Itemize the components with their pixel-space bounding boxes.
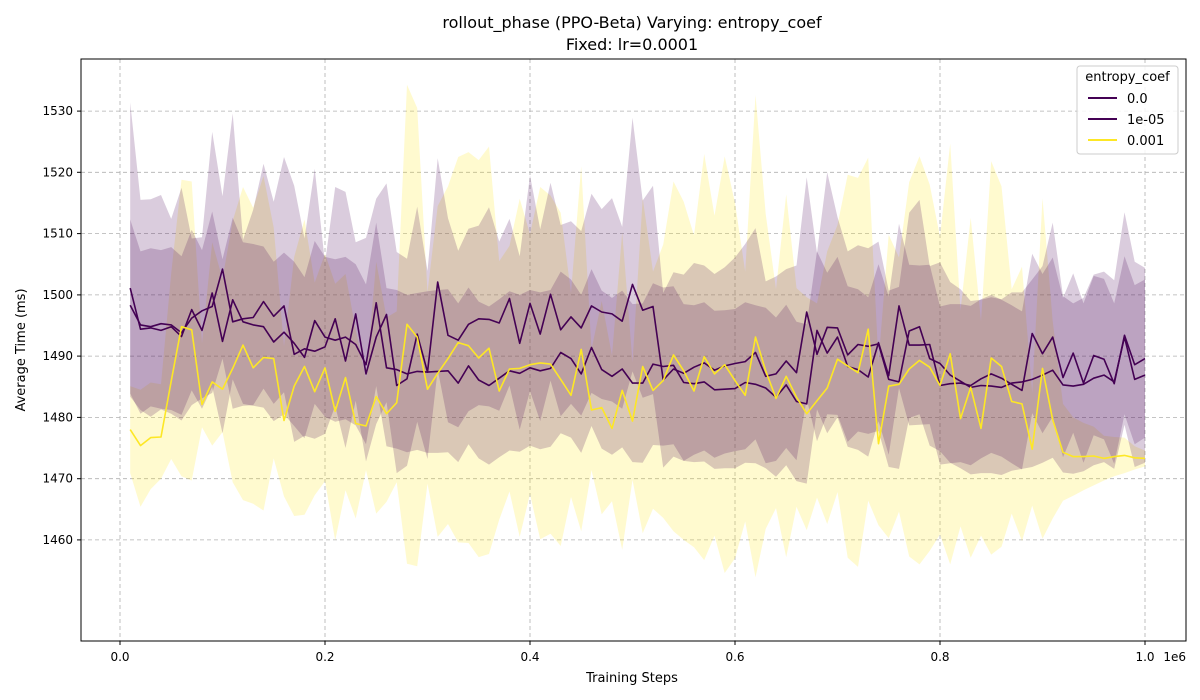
confidence-bands bbox=[130, 84, 1145, 578]
y-tick-label: 1480 bbox=[42, 410, 73, 424]
x-tick-label: 0.4 bbox=[520, 650, 539, 664]
grid-lines bbox=[81, 59, 1186, 641]
y-axis-label: Average Time (ms) bbox=[14, 288, 29, 411]
x-tick-label: 0.6 bbox=[725, 650, 744, 664]
y-tick-label: 1470 bbox=[42, 472, 73, 486]
x-tick-label: 0.8 bbox=[930, 650, 949, 664]
legend: entropy_coef 0.0 1e-05 0.001 bbox=[1076, 65, 1179, 155]
legend-box bbox=[1076, 65, 1179, 155]
legend-label: 0.0 bbox=[1127, 92, 1148, 107]
confidence-band-0.0 bbox=[130, 211, 1145, 484]
x-tick-label: 0.2 bbox=[315, 650, 334, 664]
axis-ticks: 0.0 0.2 0.4 0.6 0.8 1.0 1460 1470 1480 1490 1500 15… bbox=[42, 104, 1154, 664]
legend-label: 1e-05 bbox=[1127, 113, 1165, 128]
x-axis-offset-label: 1e6 bbox=[1163, 650, 1186, 664]
series-line-0.0 bbox=[129, 287, 1146, 405]
chart-title-line-1: rollout_phase (PPO-Beta) Varying: entrop… bbox=[442, 13, 822, 33]
y-tick-label: 1520 bbox=[42, 165, 73, 179]
series-line-0.001 bbox=[129, 323, 1146, 460]
confidence-band-0.001 bbox=[130, 84, 1145, 578]
y-tick-label: 1510 bbox=[42, 227, 73, 241]
series-lines bbox=[129, 268, 1146, 460]
y-tick-label: 1530 bbox=[42, 104, 73, 118]
plot-area-frame bbox=[80, 58, 1187, 642]
y-tick-label: 1500 bbox=[42, 288, 73, 302]
chart-title-line-2: Fixed: lr=0.0001 bbox=[566, 35, 698, 54]
x-tick-label: 1.0 bbox=[1135, 650, 1154, 664]
confidence-band-1e-05 bbox=[130, 102, 1145, 475]
legend-entries: 0.0 1e-05 0.001 bbox=[1088, 92, 1165, 149]
legend-title: entropy_coef bbox=[1085, 70, 1170, 85]
x-tick-label: 0.0 bbox=[110, 650, 129, 664]
y-tick-label: 1460 bbox=[42, 533, 73, 547]
y-tick-label: 1490 bbox=[42, 349, 73, 363]
series-line-1e-05 bbox=[129, 268, 1146, 389]
legend-label: 0.001 bbox=[1127, 134, 1164, 149]
x-axis-label: Training Steps bbox=[585, 671, 678, 686]
